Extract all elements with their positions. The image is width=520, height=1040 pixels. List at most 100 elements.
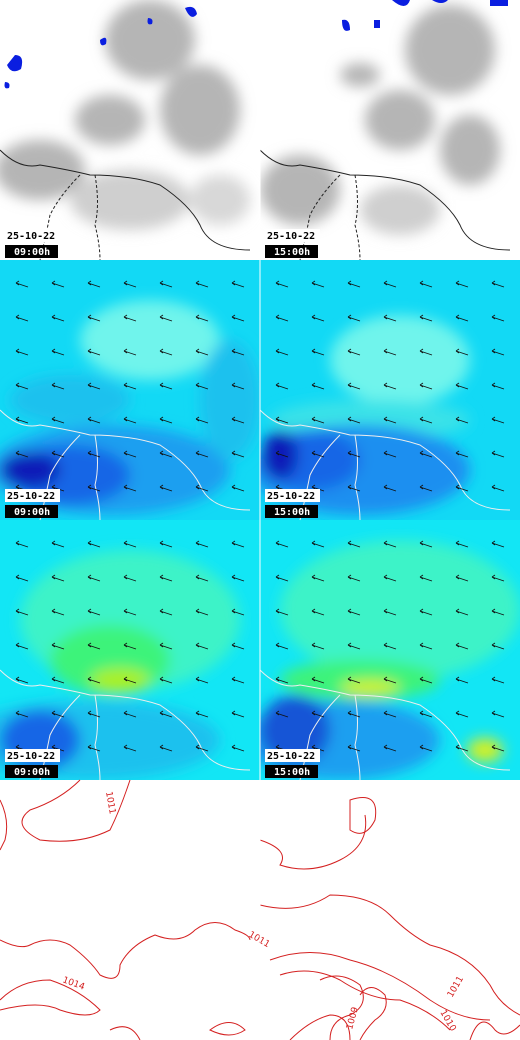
wind-arrow (51, 348, 65, 356)
wind-arrow (123, 608, 137, 616)
wind-arrow (455, 744, 469, 752)
wind-arrow (87, 314, 101, 322)
wind-arrow (231, 484, 245, 492)
time-label: 15:00h (274, 767, 310, 778)
wind-arrow (195, 540, 209, 548)
wind-arrow (15, 540, 29, 548)
wind-arrow (311, 450, 325, 458)
contour-label: 1011 (247, 930, 272, 950)
wind-arrow (347, 450, 361, 458)
wind-arrow (491, 484, 505, 492)
wind-arrow (195, 280, 209, 288)
date-label: 25-10-22 (7, 491, 55, 502)
date-box (265, 229, 320, 242)
wind-arrow (347, 676, 361, 684)
time-label: 15:00h (274, 247, 310, 258)
wind-arrow (311, 608, 325, 616)
wind-arrow (123, 280, 137, 288)
wind-arrow (491, 540, 505, 548)
wind-arrow (15, 710, 29, 718)
wind-arrow (15, 382, 29, 390)
wind-arrow (455, 484, 469, 492)
wind-arrow (455, 710, 469, 718)
wind-arrow (383, 280, 397, 288)
wind-arrow (159, 416, 173, 424)
wind-arrow (275, 280, 289, 288)
wind-arrow (15, 642, 29, 650)
wind-arrow (195, 416, 209, 424)
wind-arrow (87, 280, 101, 288)
wind-arrow (123, 382, 137, 390)
wind-arrow (455, 642, 469, 650)
wind-arrow (275, 710, 289, 718)
wind-arrow (275, 450, 289, 458)
wind-arrow (455, 608, 469, 616)
wind-arrow (159, 676, 173, 684)
wind-arrow (123, 484, 137, 492)
wind-arrow (87, 484, 101, 492)
wind-arrow (231, 280, 245, 288)
wind-arrow (51, 416, 65, 424)
wind-arrow (491, 450, 505, 458)
contour-label: 1011 (103, 791, 117, 815)
wind-arrow (383, 608, 397, 616)
wind-arrow (491, 642, 505, 650)
wind-arrow (491, 710, 505, 718)
wind-arrow (275, 676, 289, 684)
border (299, 174, 361, 261)
wind-arrow (311, 280, 325, 288)
wind-arrow (275, 416, 289, 424)
wind-arrow (455, 348, 469, 356)
wind-arrow (491, 382, 505, 390)
wind-arrow (383, 314, 397, 322)
wind-arrow (419, 710, 433, 718)
wind-arrow (491, 348, 505, 356)
wind-arrow (159, 744, 173, 752)
date-label: 25-10-22 (267, 231, 315, 242)
date-label: 25-10-22 (267, 491, 315, 502)
wind-arrow (159, 574, 173, 582)
wind-arrow (347, 382, 361, 390)
wind-arrow (51, 382, 65, 390)
date-label: 25-10-22 (7, 751, 55, 762)
wind-arrow (195, 574, 209, 582)
wind-arrow (275, 608, 289, 616)
wind-arrow (455, 676, 469, 684)
wind-arrow (87, 676, 101, 684)
wind-arrow (383, 642, 397, 650)
wind-arrow (123, 416, 137, 424)
wind-arrow (159, 642, 173, 650)
wind-arrow (383, 484, 397, 492)
wind-arrow (87, 710, 101, 718)
wind-arrow (15, 314, 29, 322)
wind-arrow (275, 382, 289, 390)
time-box (265, 765, 318, 778)
wind-arrow (87, 382, 101, 390)
wind-arrow (383, 540, 397, 548)
time-label: 09:00h (14, 507, 50, 518)
wind-arrow (195, 676, 209, 684)
wind-arrow (231, 710, 245, 718)
wind-arrow (159, 450, 173, 458)
wind-arrow (51, 314, 65, 322)
date-box (265, 749, 320, 762)
wind-arrow (123, 744, 137, 752)
wind-arrow (347, 280, 361, 288)
wind-arrow (455, 382, 469, 390)
cloud-panel (0, 0, 260, 260)
wind-arrow (419, 382, 433, 390)
wind-arrow (419, 676, 433, 684)
field-panel (260, 260, 520, 520)
wind-arrow (419, 540, 433, 548)
wind-arrow (123, 710, 137, 718)
time-box (5, 245, 58, 258)
wind-arrow (15, 416, 29, 424)
time-label: 09:00h (14, 247, 50, 258)
wind-arrow (275, 314, 289, 322)
wind-arrow (123, 574, 137, 582)
wind-arrow (231, 382, 245, 390)
wind-arrow (311, 416, 325, 424)
time-label: 09:00h (14, 767, 50, 778)
